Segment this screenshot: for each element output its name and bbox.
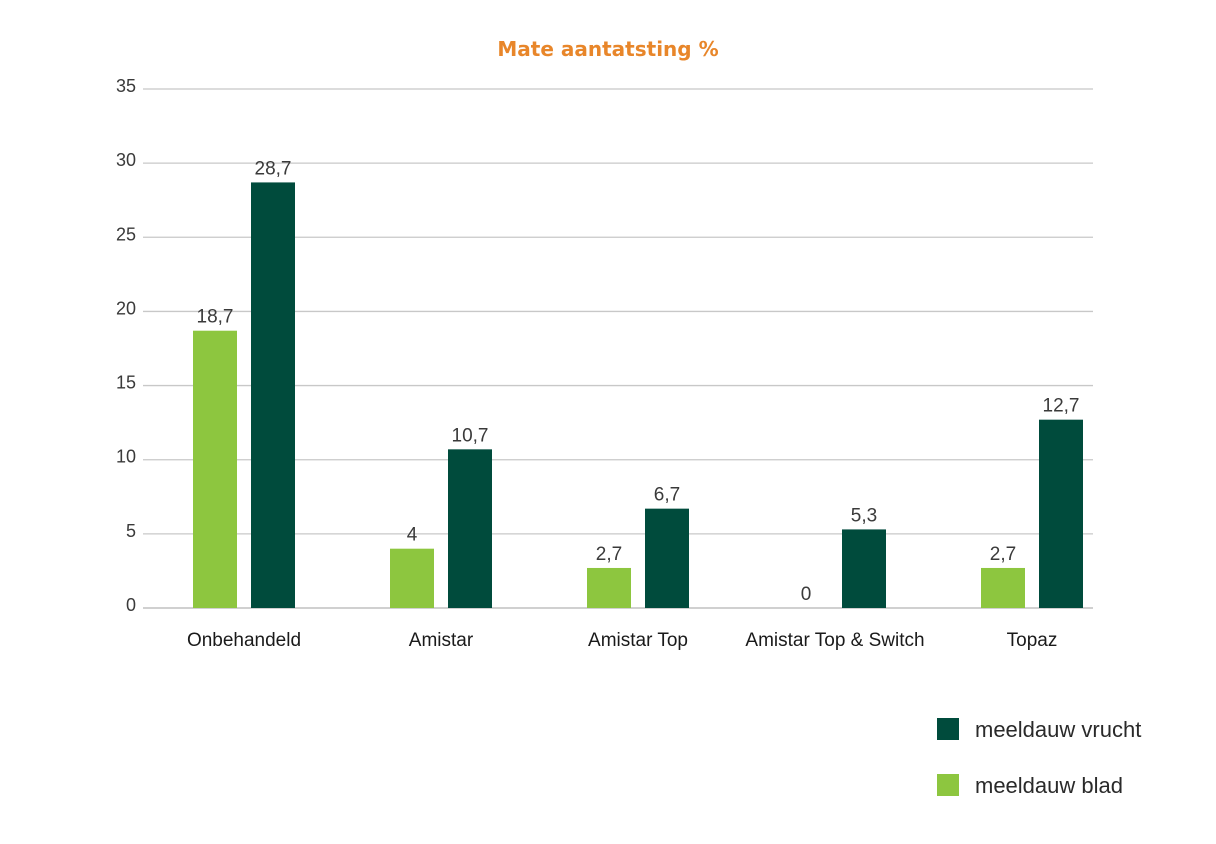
legend-swatch-meeldauw-vrucht (937, 718, 959, 740)
y-axis-ticks: 0 5 10 15 20 25 30 35 (116, 76, 136, 615)
data-label: 18,7 (197, 307, 234, 328)
y-tick-25: 25 (116, 224, 136, 244)
data-label: 6,7 (654, 485, 680, 506)
y-tick-5: 5 (126, 521, 136, 541)
chart-title: Mate aantatsting % (497, 37, 718, 61)
data-label: 28,7 (255, 158, 292, 179)
x-tick-label: Onbehandeld (187, 630, 301, 651)
x-tick-label: Topaz (1007, 630, 1058, 651)
bars (193, 182, 1083, 609)
data-label: 2,7 (990, 544, 1016, 565)
data-label: 10,7 (452, 425, 489, 446)
y-tick-30: 30 (116, 150, 136, 170)
bar-meeldauw-blad-onbehandeld (193, 330, 237, 608)
y-tick-10: 10 (116, 447, 136, 467)
data-label: 4 (407, 525, 418, 546)
data-label: 12,7 (1043, 396, 1080, 417)
legend: meeldauw vrucht meeldauw blad (937, 717, 1141, 798)
legend-swatch-meeldauw-blad (937, 774, 959, 796)
grid-lines (143, 88, 1093, 609)
bar-meeldauw-vrucht-amistar (448, 449, 492, 608)
bar-meeldauw-blad-topaz (981, 567, 1025, 608)
data-label: 2,7 (596, 544, 622, 565)
bar-meeldauw-vrucht-topaz (1039, 419, 1083, 608)
bar-meeldauw-vrucht-onbehandeld (251, 182, 295, 609)
x-tick-label: Amistar (409, 630, 474, 651)
data-label: 0 (801, 584, 812, 605)
y-tick-35: 35 (116, 76, 136, 96)
legend-label-meeldauw-blad: meeldauw blad (975, 773, 1123, 798)
bar-meeldauw-blad-amistar-top (587, 567, 631, 608)
x-axis-ticks: Onbehandeld Amistar Amistar Top Amistar Top… (187, 630, 1057, 651)
y-tick-0: 0 (126, 595, 136, 615)
bar-meeldauw-vrucht-amistar-top (645, 508, 689, 608)
bar-meeldauw-vrucht-amistar-top-switch (842, 529, 886, 608)
y-tick-15: 15 (116, 373, 136, 393)
data-labels: 18,7 4 2,7 0 2,7 28,7 10,7 6,7 5,3 12,7 (197, 158, 1080, 605)
data-label: 5,3 (851, 505, 877, 526)
bar-meeldauw-blad-amistar (390, 548, 434, 608)
x-tick-label: Amistar Top & Switch (745, 630, 924, 651)
x-tick-label: Amistar Top (588, 630, 688, 651)
y-tick-20: 20 (116, 298, 136, 318)
legend-label-meeldauw-vrucht: meeldauw vrucht (975, 717, 1141, 742)
